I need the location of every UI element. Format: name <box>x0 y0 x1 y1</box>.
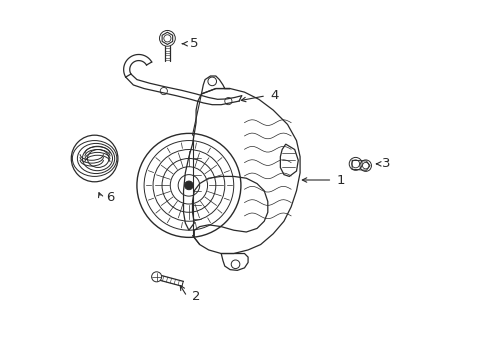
Circle shape <box>184 181 193 190</box>
Text: 2: 2 <box>191 290 200 303</box>
Text: 6: 6 <box>105 192 114 204</box>
Text: 4: 4 <box>270 89 279 102</box>
Text: 1: 1 <box>336 174 345 186</box>
Text: 5: 5 <box>190 37 198 50</box>
Text: 3: 3 <box>381 157 389 170</box>
